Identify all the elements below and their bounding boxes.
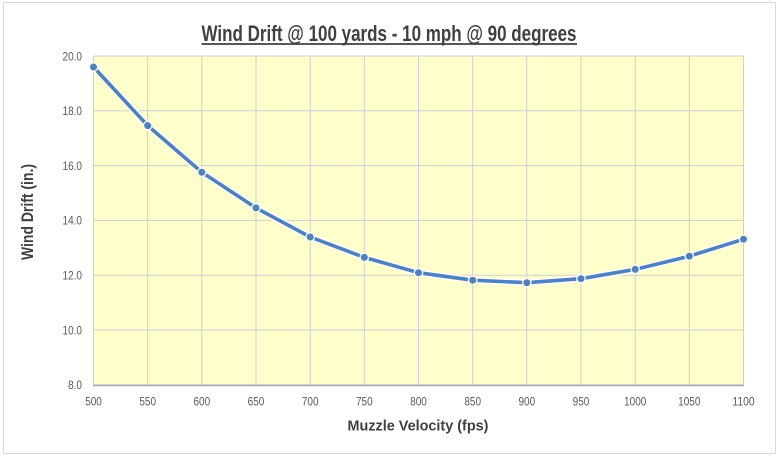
svg-text:10.0: 10.0 — [63, 323, 83, 337]
svg-text:500: 500 — [85, 395, 102, 409]
svg-text:12.0: 12.0 — [63, 269, 83, 283]
svg-text:950: 950 — [573, 395, 590, 409]
svg-text:900: 900 — [518, 395, 535, 409]
svg-text:1000: 1000 — [624, 395, 647, 409]
svg-text:16.0: 16.0 — [63, 159, 83, 173]
svg-text:550: 550 — [139, 395, 156, 409]
svg-text:1100: 1100 — [732, 395, 755, 409]
svg-text:850: 850 — [464, 395, 481, 409]
svg-text:14.0: 14.0 — [63, 214, 83, 228]
svg-text:8.0: 8.0 — [68, 378, 82, 392]
svg-text:1050: 1050 — [678, 395, 701, 409]
svg-text:Muzzle Velocity (fps): Muzzle Velocity (fps) — [348, 418, 489, 435]
svg-text:Wind Drift (in.): Wind Drift (in.) — [18, 164, 37, 260]
svg-text:650: 650 — [248, 395, 265, 409]
svg-text:750: 750 — [356, 395, 373, 409]
svg-text:600: 600 — [193, 395, 210, 409]
svg-text:800: 800 — [410, 395, 427, 409]
svg-text:700: 700 — [302, 395, 319, 409]
svg-text:18.0: 18.0 — [63, 104, 83, 118]
svg-text:Wind Drift @ 100 yards - 10 mp: Wind Drift @ 100 yards - 10 mph @ 90 deg… — [202, 21, 577, 46]
svg-text:20.0: 20.0 — [63, 49, 83, 63]
